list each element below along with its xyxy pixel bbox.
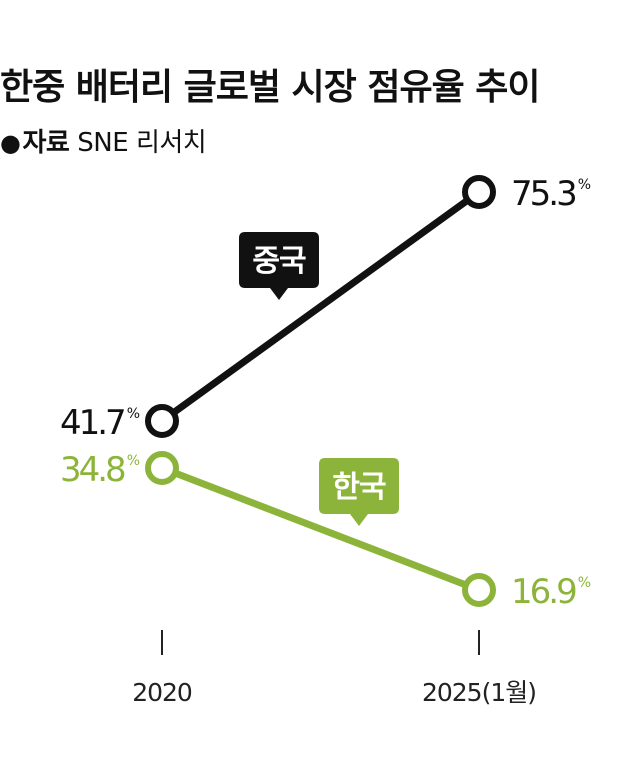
- source-line: ●자료 SNE 리서치: [0, 122, 207, 159]
- point-korea-1: [462, 573, 496, 607]
- callout-label-korea: 한국: [332, 470, 386, 505]
- x-tick-label-0: 2020: [132, 678, 192, 707]
- value-label-korea-1: 16.9%: [511, 572, 591, 612]
- callout-bubble-korea: [319, 458, 399, 526]
- series-line-korea: [158, 464, 483, 594]
- value-label-china-1: 75.3%: [511, 174, 591, 214]
- bullet-icon: ●: [0, 129, 21, 157]
- source-name: SNE 리서치: [77, 128, 207, 158]
- chart-title: 한중 배터리 글로벌 시장 점유율 추이: [0, 67, 540, 108]
- x-tick-label-1: 2025(1월): [422, 678, 536, 707]
- point-china-0: [145, 403, 179, 438]
- value-label-korea-0: 34.8%: [60, 450, 140, 490]
- series-line-china: [158, 188, 483, 425]
- callout-bubble-china: [239, 232, 319, 300]
- callout-label-china: 중국: [252, 244, 306, 279]
- point-korea-0: [145, 451, 179, 486]
- source-label: 자료: [22, 128, 70, 158]
- value-label-china-0: 41.7%: [60, 403, 140, 443]
- point-china-1: [462, 175, 496, 209]
